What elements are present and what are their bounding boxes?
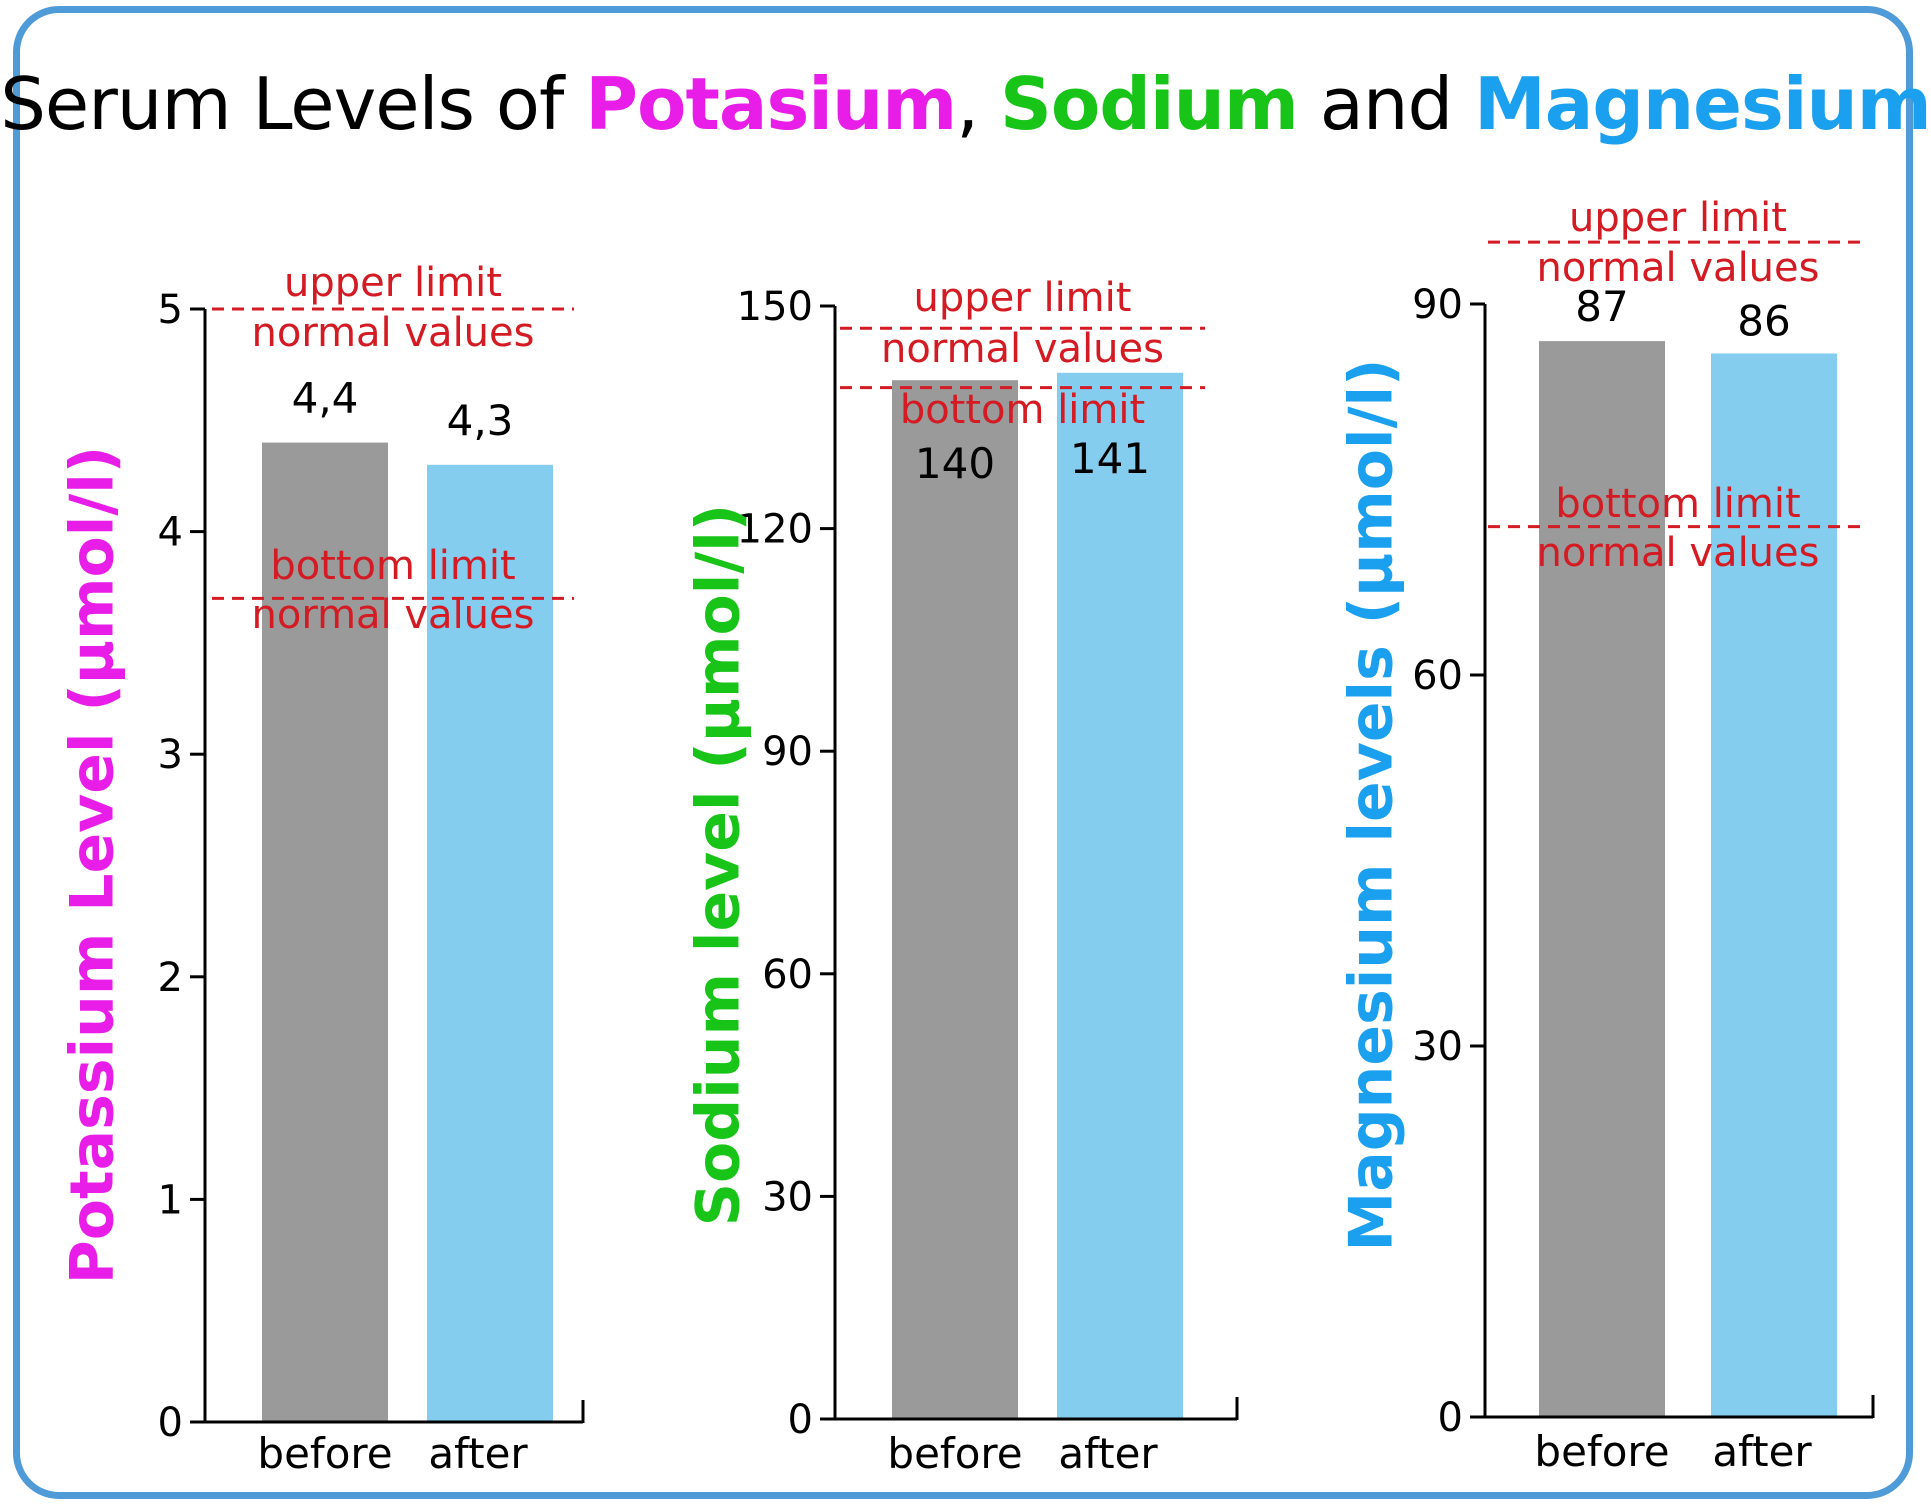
chart-2-bottom-limit-label: bottom limit [900, 387, 1145, 433]
chart-1-y-tick-label: 1 [158, 1177, 183, 1223]
chart-2-y-tick-label: 120 [737, 507, 813, 553]
chart-frame [13, 6, 1913, 1499]
chart-1-bar-after [427, 464, 553, 1422]
chart-3-value-label-before: 87 [1575, 282, 1628, 331]
chart-3-y-tick-label: 90 [1412, 282, 1463, 328]
chart-2-y-tick-label: 60 [762, 952, 813, 998]
chart-2-y-tick-label: 30 [762, 1174, 813, 1220]
chart-2-category-label-before: before [887, 1429, 1022, 1478]
title-prefix: Serum Levels of [0, 62, 586, 146]
chart-3-category-label-before: before [1534, 1427, 1669, 1476]
chart-2-value-label-before: 140 [915, 439, 995, 488]
chart-3-y-tick-label: 0 [1438, 1395, 1463, 1441]
chart-1-y-axis-title: Potassium Level (µmol/l) [58, 446, 128, 1284]
chart-3-value-label-after: 86 [1737, 296, 1790, 345]
chart-1-y-tick-label: 4 [158, 510, 183, 556]
chart-2-y-tick-label: 150 [737, 284, 813, 330]
chart-3-y-tick-label: 60 [1412, 653, 1463, 699]
chart-3-bar-before [1539, 341, 1665, 1418]
chart-1-y-tick-label: 0 [158, 1400, 183, 1446]
chart-2-upper-limit-sublabel: normal values [881, 326, 1164, 372]
chart-3-upper-limit-label: upper limit [1569, 195, 1787, 241]
chart-1-y-tick-label: 3 [158, 732, 183, 778]
chart-2-y-axis-title: Sodium level (µmol/l) [684, 504, 754, 1226]
chart-1-bottom-limit-label: bottom limit [270, 543, 515, 589]
chart-3-category-label-after: after [1712, 1427, 1812, 1476]
chart-3-upper-limit-sublabel: normal values [1537, 245, 1820, 291]
chart-3-y-tick-label: 30 [1412, 1024, 1463, 1070]
title-separator-1: , [956, 62, 1001, 146]
chart-3-bottom-limit-label: bottom limit [1555, 481, 1800, 527]
chart-1-bottom-limit-sublabel: normal values [252, 592, 535, 638]
title-magnesium: Magnesium [1474, 62, 1931, 146]
chart-1-bar-before [262, 442, 388, 1422]
chart-1-upper-limit-label: upper limit [284, 260, 502, 306]
chart-1-category-label-before: before [257, 1429, 392, 1478]
chart-2-y-tick-label: 0 [788, 1397, 813, 1443]
chart-2-value-label-after: 141 [1070, 434, 1150, 483]
chart-2-upper-limit-label: upper limit [914, 275, 1132, 321]
title-potassium: Potasium [585, 62, 957, 146]
chart-2-y-tick-label: 90 [762, 729, 813, 775]
chart-1-upper-limit-sublabel: normal values [252, 310, 535, 356]
chart-1-category-label-after: after [428, 1429, 528, 1478]
chart-1-y-tick-label: 2 [158, 955, 183, 1001]
title-sodium: Sodium [1000, 62, 1299, 146]
chart-2-category-label-after: after [1058, 1429, 1158, 1478]
page-title: Serum Levels of Potasium, Sodium and Mag… [0, 62, 1931, 146]
chart-3-bottom-limit-sublabel: normal values [1537, 530, 1820, 576]
chart-1-value-label-after: 4,3 [447, 396, 514, 445]
chart-3-y-axis-title: Magnesium levels (µmol/l) [1337, 359, 1407, 1252]
chart-1-y-tick-label: 5 [158, 287, 183, 333]
title-separator-2: and [1297, 62, 1475, 146]
chart-1-value-label-before: 4,4 [292, 374, 359, 423]
chart-3-bar-after [1711, 353, 1837, 1417]
chart-2-bar-before [892, 380, 1018, 1420]
chart-2-bar-after [1057, 372, 1183, 1419]
